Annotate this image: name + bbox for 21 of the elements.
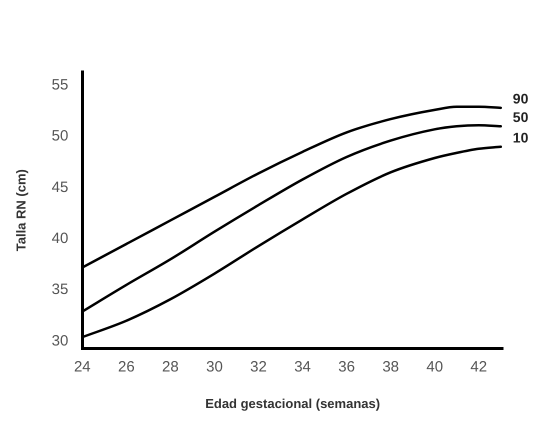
y-tick-label: 35 bbox=[52, 281, 68, 298]
y-axis-title: Talla RN (cm) bbox=[13, 169, 28, 252]
x-axis-title: Edad gestacional (semanas) bbox=[205, 396, 380, 411]
y-tick-label: 45 bbox=[52, 178, 68, 196]
x-tick-label: 34 bbox=[294, 358, 311, 376]
y-tick-label: 40 bbox=[52, 230, 68, 248]
y-tick-label: 30 bbox=[52, 332, 68, 350]
x-tick-label: 36 bbox=[338, 358, 355, 376]
x-tick-label: 28 bbox=[162, 358, 179, 376]
x-tick-label: 26 bbox=[118, 358, 135, 376]
x-tick-label: 24 bbox=[74, 358, 91, 376]
y-tick-label: 55 bbox=[52, 76, 68, 94]
x-tick-label: 30 bbox=[206, 358, 223, 376]
y-tick-label: 50 bbox=[52, 128, 68, 145]
series-label: 50 bbox=[512, 109, 529, 126]
x-tick-label: 32 bbox=[250, 358, 267, 376]
x-tick-label: 42 bbox=[470, 358, 488, 376]
x-tick-label: 40 bbox=[426, 358, 444, 376]
series-label: 90 bbox=[512, 90, 529, 107]
series-label: 10 bbox=[512, 130, 529, 146]
x-tick-label: 38 bbox=[382, 358, 400, 376]
